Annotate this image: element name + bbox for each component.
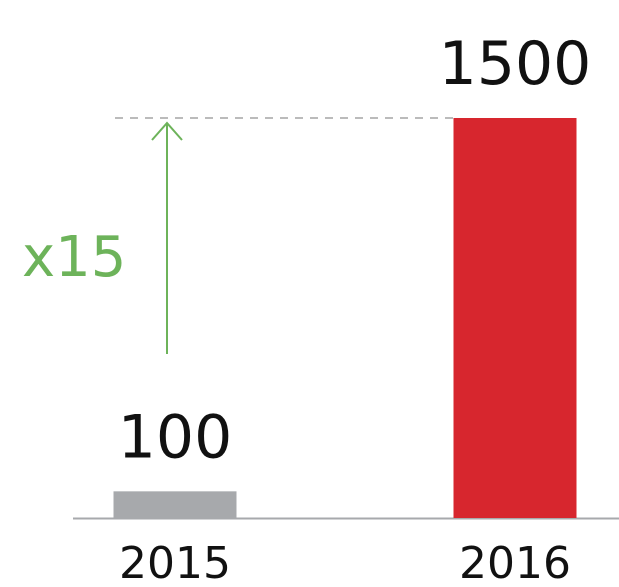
bar: [113, 491, 237, 518]
x-tick-label: 2015: [119, 538, 231, 587]
value-label: 1500: [439, 29, 592, 99]
arrow-head: [151, 121, 183, 141]
bar: [453, 118, 577, 518]
x-tick-label: 2016: [459, 538, 571, 587]
value-label: 100: [118, 402, 233, 472]
annotation: x15: [22, 225, 126, 290]
